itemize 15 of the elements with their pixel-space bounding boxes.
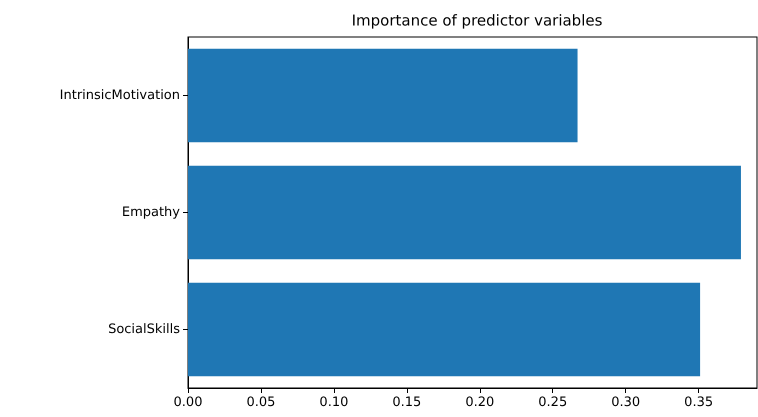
x-tick-label: 0.25 [538, 395, 568, 410]
x-tick-label: 0.05 [246, 395, 276, 410]
x-tick-label: 0.35 [684, 395, 714, 410]
x-tick-label: 0.20 [465, 395, 494, 410]
chart-title: Importance of predictor variables [352, 12, 603, 30]
x-tick-label: 0.15 [392, 395, 422, 410]
x-tick-label: 0.30 [611, 395, 640, 410]
bar [188, 48, 578, 142]
y-tick-label: SocialSkills [108, 322, 180, 337]
x-tick-label: 0.10 [319, 395, 348, 410]
bar [188, 166, 741, 260]
y-tick-label: IntrinsicMotivation [60, 88, 180, 103]
x-tick-label: 0.00 [174, 395, 202, 410]
bar [188, 282, 700, 376]
y-tick-label: Empathy [122, 205, 180, 220]
